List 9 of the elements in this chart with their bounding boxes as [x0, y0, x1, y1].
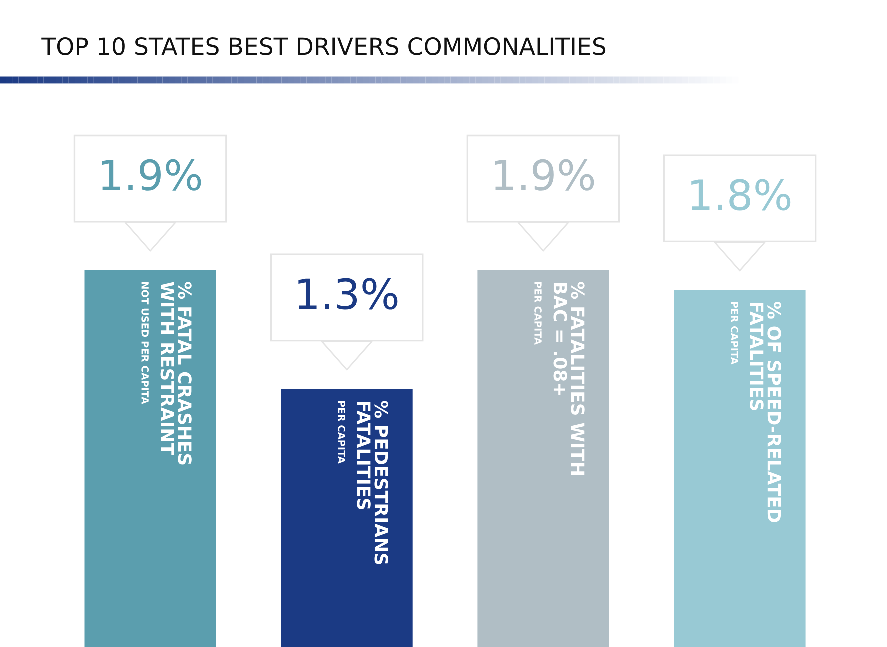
data-label: 1.9% — [495, 159, 594, 191]
x-tick-label: % FATALITIES WITH BAC = .08+ PER CAPITA — [534, 282, 585, 475]
x-tick-label: % PEDESTRIANS FATALITIES PER CAPITA — [338, 401, 388, 564]
data-label: 1.8% — [692, 179, 791, 211]
data-label: 1.9% — [102, 159, 202, 191]
x-tick-label: % FATAL CRASHES WITH RESTRAINT NOT USED PER CAPITA — [142, 282, 192, 465]
x-tick-label: % OF SPEED-RELATED FATALITIES PER CAPITA — [731, 302, 782, 522]
data-label: 1.3% — [298, 278, 398, 310]
chart-title: TOP 10 STATES BEST DRIVERS COMMONALITIES — [42, 38, 606, 56]
